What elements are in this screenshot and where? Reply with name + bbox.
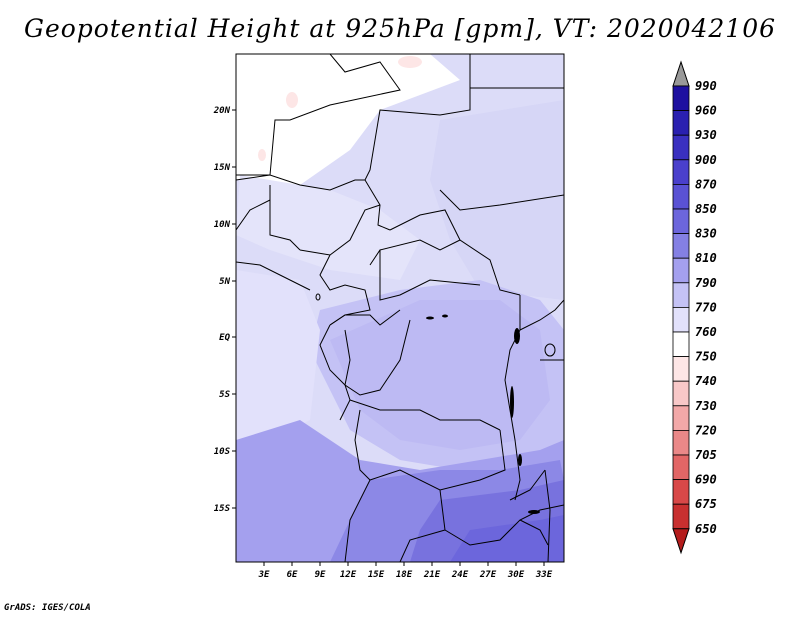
colorbar-label: 810: [695, 251, 717, 265]
colorbar-swatch: [672, 257, 690, 284]
colorbar-swatch: [672, 134, 690, 161]
colorbar-swatch: [672, 356, 690, 382]
colorbar-label: 790: [695, 276, 717, 290]
lon-label: 30E: [507, 570, 525, 580]
lon-label: 3E: [258, 570, 270, 580]
map-title: Geopotential Height at 925hPa [gpm], VT:…: [23, 14, 777, 43]
colorbar-bottom-arrow: [672, 528, 690, 555]
colorbar-swatch: [672, 85, 690, 112]
lon-label: 12E: [340, 570, 357, 580]
colorbar-label: 675: [695, 497, 717, 511]
colorbar-label: 740: [695, 374, 717, 388]
lon-label: 33E: [535, 570, 553, 580]
colorbar-swatch: [672, 306, 690, 333]
lat-label: EQ: [219, 333, 230, 343]
lon-label: 21E: [423, 570, 441, 580]
lat-label: 15S: [214, 504, 231, 514]
lat-label: 10N: [214, 220, 231, 230]
grads-credit: GrADS: IGES/COLA: [4, 603, 91, 613]
height-field: [236, 54, 564, 562]
colorbar-swatch: [672, 331, 690, 358]
country-borders: [236, 54, 564, 562]
colorbar-label: 690: [695, 473, 717, 487]
lake-outlines: [315, 293, 556, 514]
lon-label: 15E: [368, 570, 385, 580]
colorbar-label: 930: [695, 128, 717, 142]
lat-label: 5S: [219, 390, 230, 400]
colorbar-label: 760: [695, 325, 717, 339]
colorbar-label: 830: [695, 227, 717, 241]
colorbar-label: 650: [695, 522, 717, 536]
colorbar-swatch: [672, 479, 690, 505]
lon-label: 24E: [451, 570, 469, 580]
colorbar-swatch: [672, 282, 690, 308]
colorbar-swatch: [672, 429, 690, 456]
colorbar-label: 705: [695, 448, 717, 462]
colorbar-top-arrow: [672, 60, 690, 87]
colorbar-swatch: [672, 503, 690, 530]
lat-label: 10S: [214, 447, 231, 457]
lat-label: 20N: [213, 106, 231, 116]
colorbar-label: 990: [695, 79, 717, 93]
colorbar-label: 730: [695, 399, 717, 413]
colorbar-label: 770: [695, 300, 717, 314]
lon-label: 27E: [479, 570, 497, 580]
colorbar-label: 720: [695, 423, 717, 437]
colorbar-swatch: [672, 233, 690, 259]
lat-label: 15N: [214, 163, 231, 173]
lon-label: 9E: [315, 570, 326, 580]
colorbar-swatch: [672, 159, 690, 185]
lon-label: 6E: [287, 570, 298, 580]
map-frame: [235, 53, 565, 563]
colorbar-swatch: [672, 405, 690, 431]
colorbar-swatch: [672, 183, 690, 210]
colorbar-label: 850: [695, 202, 717, 216]
axis-ticks: [232, 109, 545, 566]
colorbar-swatch: [672, 110, 690, 136]
colorbar-swatch: [672, 454, 690, 481]
colorbar-swatch: [672, 380, 690, 407]
colorbar-label: 900: [695, 153, 717, 167]
colorbar-label: 870: [695, 177, 717, 191]
colorbar-swatch: [672, 208, 690, 235]
lon-label: 18E: [396, 570, 413, 580]
lat-label: 5N: [219, 277, 230, 287]
colorbar-label: 960: [695, 104, 717, 118]
colorbar-label: 750: [695, 350, 717, 364]
colorbar: 990 960 930 900 870 850 830 810 790 770 760 750 740 7…: [672, 60, 717, 555]
